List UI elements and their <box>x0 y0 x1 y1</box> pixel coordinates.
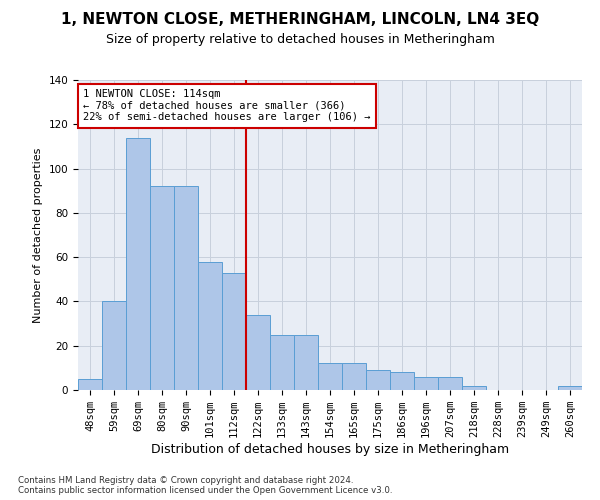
Text: Contains HM Land Registry data © Crown copyright and database right 2024.
Contai: Contains HM Land Registry data © Crown c… <box>18 476 392 495</box>
Bar <box>462 386 486 390</box>
Bar <box>318 364 342 390</box>
Bar <box>222 272 246 390</box>
Bar <box>126 138 150 390</box>
Text: 1, NEWTON CLOSE, METHERINGHAM, LINCOLN, LN4 3EQ: 1, NEWTON CLOSE, METHERINGHAM, LINCOLN, … <box>61 12 539 28</box>
Bar <box>294 334 318 390</box>
Text: 1 NEWTON CLOSE: 114sqm
← 78% of detached houses are smaller (366)
22% of semi-de: 1 NEWTON CLOSE: 114sqm ← 78% of detached… <box>83 90 371 122</box>
Bar <box>150 186 174 390</box>
X-axis label: Distribution of detached houses by size in Metheringham: Distribution of detached houses by size … <box>151 443 509 456</box>
Bar <box>174 186 198 390</box>
Bar <box>366 370 390 390</box>
Bar <box>270 334 294 390</box>
Y-axis label: Number of detached properties: Number of detached properties <box>33 148 43 322</box>
Bar <box>558 386 582 390</box>
Bar <box>102 302 126 390</box>
Bar <box>390 372 414 390</box>
Bar <box>78 379 102 390</box>
Bar <box>198 262 222 390</box>
Bar <box>438 376 462 390</box>
Bar <box>246 314 270 390</box>
Text: Size of property relative to detached houses in Metheringham: Size of property relative to detached ho… <box>106 32 494 46</box>
Bar <box>342 364 366 390</box>
Bar <box>414 376 438 390</box>
